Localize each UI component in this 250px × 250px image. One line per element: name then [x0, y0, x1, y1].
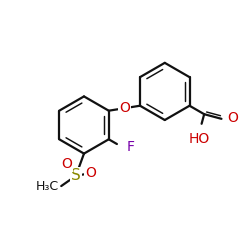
- Text: F: F: [126, 140, 134, 154]
- Text: HO: HO: [189, 132, 210, 146]
- Text: S: S: [71, 168, 81, 183]
- Text: O: O: [119, 101, 130, 115]
- Text: O: O: [85, 166, 96, 180]
- Text: H₃C: H₃C: [36, 180, 59, 192]
- Text: O: O: [227, 111, 238, 125]
- Text: O: O: [61, 157, 72, 171]
